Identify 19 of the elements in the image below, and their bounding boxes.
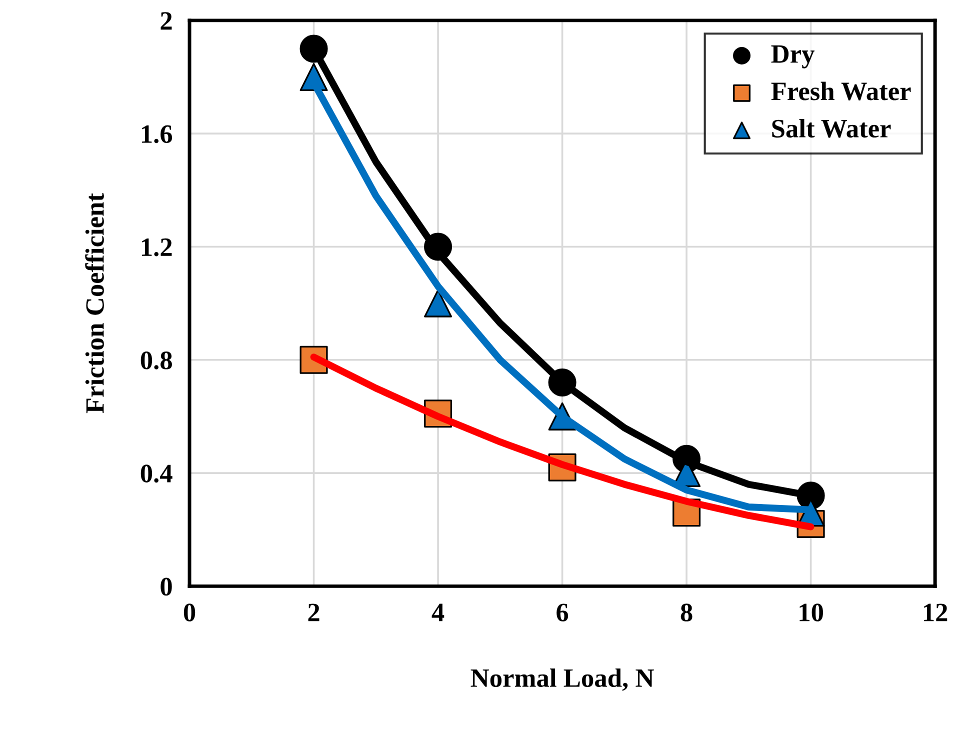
y-tick-label: 0: [160, 578, 172, 596]
y-tick-label: 0.8: [140, 351, 172, 370]
x-axis-title: Normal Load, N: [470, 668, 654, 691]
y-tick-label: 1.6: [142, 125, 172, 144]
point: [424, 289, 452, 318]
y-axis-title: Friction Coefficient: [85, 193, 104, 414]
y-tick-label: 1.2: [142, 238, 172, 256]
x-tick-label: 10: [800, 604, 823, 622]
x-tick-label: 12: [924, 604, 948, 622]
legend-label: Salt Water: [772, 119, 891, 138]
legend-label: Dry: [771, 45, 815, 68]
x-tick-label: 2: [308, 604, 320, 622]
x-tick-label: 0: [184, 604, 196, 622]
x-tick-label: 8: [680, 604, 692, 622]
x-tick-label: 6: [556, 604, 568, 622]
y-tick-label: 0.4: [140, 464, 172, 483]
legend-label: Fresh Water: [771, 82, 911, 100]
y-tick-label: 2: [160, 12, 172, 30]
x-tick-label: 4: [432, 604, 444, 622]
